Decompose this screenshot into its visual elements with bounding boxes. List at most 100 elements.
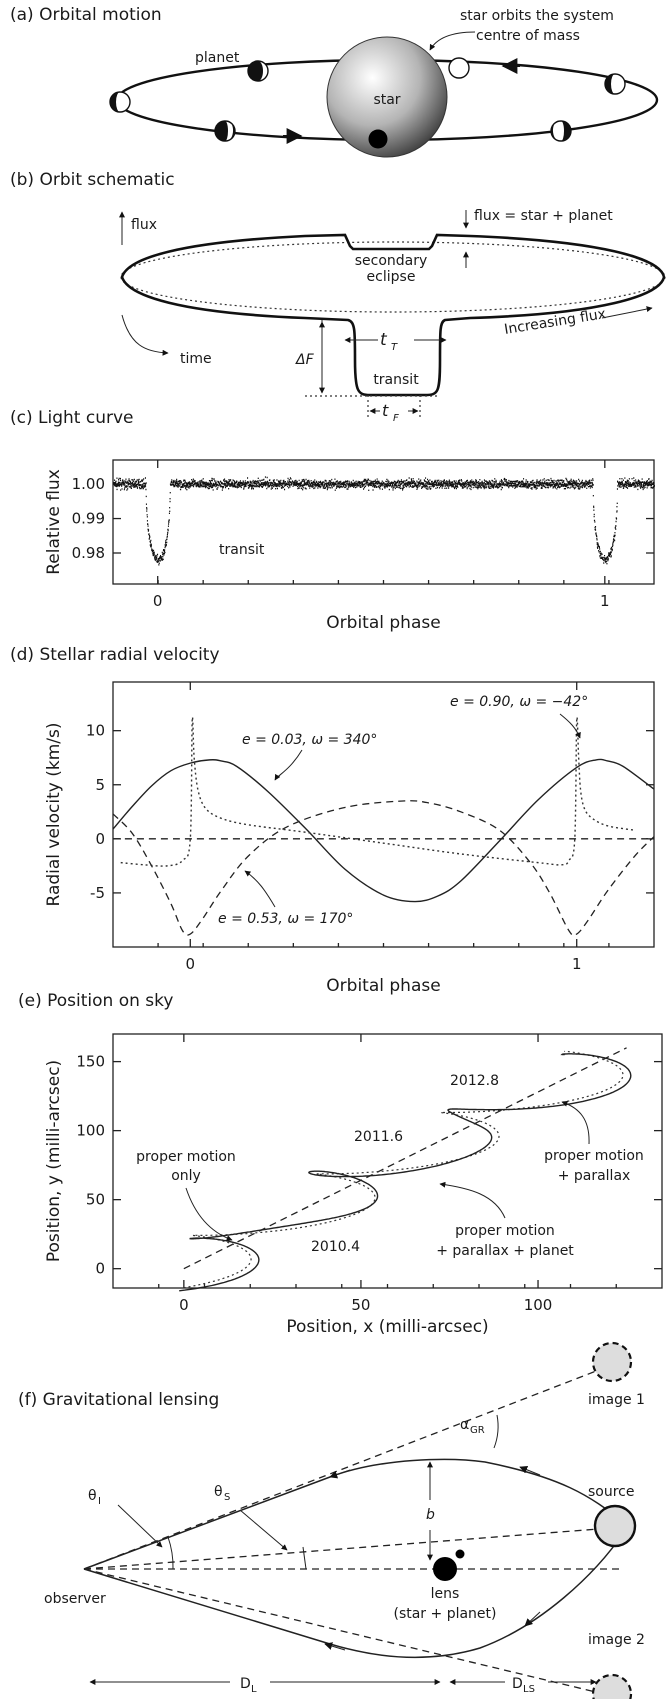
lightcurve-ylabel: Relative flux xyxy=(44,469,64,575)
rv-label-e053: e = 0.53, ω = 170° xyxy=(218,911,353,927)
panel-a-orbital-motion: (a) Orbital motion star xyxy=(10,5,659,158)
schematic-light-curve-path xyxy=(120,233,666,397)
centre-of-mass-note-line1: star orbits the system xyxy=(460,8,614,24)
light-ray-lower xyxy=(83,1531,625,1658)
ray-arrow-upper-mid xyxy=(329,1469,351,1479)
image2-circle xyxy=(591,1673,633,1699)
astro-ylabel: Position, y (milli-arcsec) xyxy=(44,1060,64,1262)
astro-series-1 xyxy=(183,1050,624,1289)
astro-xlabel: Position, x (milli-arcsec) xyxy=(286,1317,488,1337)
radial-velocity-chart: 0 1 10 5 0 -5 Orbital phase Radial velocity (km… xyxy=(44,681,655,996)
rv-frame xyxy=(112,681,655,948)
image2-label: image 2 xyxy=(588,1632,645,1648)
pm-parallax-planet-label-line2: + parallax + planet xyxy=(436,1243,574,1259)
theta-i-subscript: I xyxy=(98,1496,101,1507)
epoch-label-2012-8: 2012.8 xyxy=(450,1073,499,1089)
astrometry-chart: 0 50 100 0 50 100 150 Position, x (milli-arcsec… xyxy=(44,1033,663,1337)
alpha-gr-label: α xyxy=(460,1417,469,1433)
panel-b-orbit-schematic: (b) Orbit schematic flux time flux = sta… xyxy=(10,170,666,424)
planet-phase-upper-left xyxy=(247,60,269,82)
deltaF-label: ΔF xyxy=(295,352,315,368)
dls-label: D xyxy=(512,1676,523,1692)
planet-phase-upper-right xyxy=(448,57,470,79)
observer-label: observer xyxy=(44,1591,106,1607)
panel-d-title: (d) Stellar radial velocity xyxy=(10,645,220,665)
transit-label: transit xyxy=(373,372,419,388)
rv-ytick-label-3: -5 xyxy=(90,884,105,902)
dl-label: D xyxy=(240,1676,251,1692)
pm-parallax-pointer xyxy=(561,1100,590,1145)
planet-phase-lower-right xyxy=(550,120,572,142)
rv-label-e003-pointer xyxy=(274,749,303,781)
astro-ytick-label-1: 50 xyxy=(86,1191,105,1209)
proper-motion-only-label-line2: only xyxy=(171,1168,201,1184)
star-sphere xyxy=(326,36,448,158)
rv-xtick-label-1: 1 xyxy=(572,955,582,973)
tT-subscript: T xyxy=(391,342,398,353)
astro-xtick-label-0: 0 xyxy=(179,1296,189,1314)
rv-series-1 xyxy=(120,716,635,867)
image1-circle xyxy=(591,1341,633,1383)
lens-star xyxy=(433,1557,457,1581)
rv-ylabel: Radial velocity (km/s) xyxy=(44,722,64,906)
rv-series-2 xyxy=(112,800,655,937)
lightcurve-data-points xyxy=(113,476,655,566)
centre-of-mass-dot xyxy=(368,129,388,149)
image1-label: image 1 xyxy=(588,1392,645,1408)
light-curve-transit-annotation: transit xyxy=(219,542,265,558)
source-circle xyxy=(593,1504,637,1548)
star-label: star xyxy=(373,92,400,108)
panel-a-title: (a) Orbital motion xyxy=(10,5,162,25)
proper-motion-only-pointer xyxy=(185,1187,233,1241)
alpha-gr-arc xyxy=(493,1414,499,1449)
proper-motion-only-label-line1: proper motion xyxy=(136,1149,236,1165)
lightcurve-xtick-label-1: 1 xyxy=(600,592,610,610)
astro-ytick-label-0: 0 xyxy=(95,1260,105,1278)
increasing-flux-arrow xyxy=(601,306,653,319)
tF-subscript: F xyxy=(393,413,399,424)
astro-xtick-label-2: 100 xyxy=(524,1296,553,1314)
astro-series-2 xyxy=(179,1053,632,1292)
lightcurve-ytick-label-1: 0.99 xyxy=(72,510,105,528)
panel-f-gravitational-lensing: (f) Gravitational lensing image 1 image … xyxy=(18,1341,645,1699)
centre-of-mass-pointer xyxy=(429,31,476,51)
light-curve-chart: 0 1 1.00 0.99 0.98 Orbital phase Relative flux xyxy=(44,459,655,633)
ray-arrow-lower-mid xyxy=(324,1642,346,1651)
planet-label: planet xyxy=(195,50,240,66)
planet-phase-right xyxy=(604,73,626,95)
astro-xtick-label-1: 50 xyxy=(351,1296,370,1314)
ray-arrow-upper-right xyxy=(519,1465,541,1476)
epoch-label-2010-4: 2010.4 xyxy=(311,1239,360,1255)
sightline-image2 xyxy=(83,1568,605,1695)
theta-i-arc xyxy=(167,1536,174,1570)
lens-label: lens xyxy=(431,1586,460,1602)
astro-series-0 xyxy=(183,1047,627,1270)
theta-i-pointer xyxy=(117,1504,163,1548)
sightline-image1 xyxy=(83,1367,605,1570)
theta-s-label: θ xyxy=(214,1484,223,1500)
theta-i-label: θ xyxy=(88,1488,97,1504)
planet-phase-lower-left xyxy=(214,120,236,142)
rv-ytick-label-2: 0 xyxy=(95,830,105,848)
secondary-eclipse-label-line1: secondary xyxy=(355,253,428,269)
astro-ytick-label-3: 150 xyxy=(76,1053,105,1071)
pm-parallax-label-line1: proper motion xyxy=(544,1148,644,1164)
rv-label-e090: e = 0.90, ω = −42° xyxy=(450,694,588,710)
rv-xlabel: Orbital phase xyxy=(326,976,440,996)
rv-xtick-label-0: 0 xyxy=(186,955,196,973)
lightcurve-xlabel: Orbital phase xyxy=(326,613,440,633)
pm-parallax-planet-pointer xyxy=(439,1181,506,1219)
alpha-gr-subscript: GR xyxy=(470,1425,485,1436)
increasing-flux-label: Increasing flux xyxy=(503,306,607,338)
rv-label-e090-pointer xyxy=(559,713,581,739)
panel-c-title: (c) Light curve xyxy=(10,408,133,428)
tT-label: t xyxy=(380,330,388,350)
flux-equation-label: flux = star + planet xyxy=(474,208,613,224)
lens-sublabel: (star + planet) xyxy=(393,1606,496,1622)
panel-e-title: (e) Position on sky xyxy=(18,991,173,1011)
panel-f-title: (f) Gravitational lensing xyxy=(18,1390,219,1410)
tF-label: t xyxy=(382,401,389,420)
astro-ytick-label-2: 100 xyxy=(76,1122,105,1140)
pm-parallax-label-line2: + parallax xyxy=(558,1168,631,1184)
